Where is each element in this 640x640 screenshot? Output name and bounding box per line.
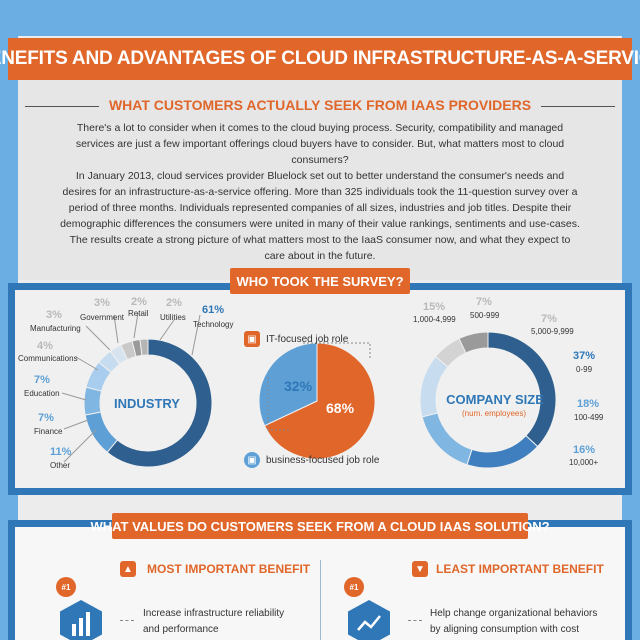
size-10000-pct: 16% — [573, 444, 596, 456]
retail-pct: 2% — [131, 296, 147, 308]
company-size-slice-0 — [487, 331, 557, 448]
size-1000-4999-pct: 15% — [423, 301, 446, 313]
size-0-99-label: 0-99 — [576, 365, 593, 374]
other-label: Other — [50, 461, 71, 470]
least-rank-badge: #1 — [344, 577, 364, 597]
government-pct: 3% — [94, 297, 110, 309]
industry-slice-2 — [83, 386, 103, 416]
thumbs-down-icon: ▼ — [412, 561, 428, 577]
intro-subtitle: WHAT CUSTOMERS ACTUALLY SEEK FROM IAAS P… — [0, 97, 640, 113]
most-important-heading: MOST IMPORTANT BENEFIT — [147, 562, 311, 576]
education-label: Education — [24, 389, 60, 398]
manufacturing-label: Manufacturing — [30, 324, 81, 333]
industry-leaders — [61, 312, 201, 463]
size-1000-4999-label: 1,000-4,999 — [413, 315, 456, 324]
size-500-999-pct: 7% — [476, 296, 492, 308]
communications-pct: 4% — [37, 340, 53, 352]
page-title: BENEFITS AND ADVANTAGES OF CLOUD INFRAST… — [0, 38, 640, 80]
business-pct: 32% — [284, 378, 313, 394]
government-label: Government — [80, 313, 125, 322]
job-role-slice-1 — [258, 342, 318, 427]
intro-section — [18, 80, 622, 280]
size-100-499-label: 100-499 — [574, 413, 604, 422]
values-title: WHAT VALUES DO CUSTOMERS SEEK FROM A CLO… — [90, 513, 550, 539]
size-0-99-pct: 37% — [573, 350, 596, 362]
divider — [24, 105, 99, 107]
industry-slice-1 — [84, 411, 119, 454]
it-pct: 68% — [326, 400, 355, 416]
company-size-slice-5 — [458, 331, 489, 354]
company-size-donut — [419, 331, 557, 469]
size-5000-9999-label: 5,000-9,999 — [531, 327, 574, 336]
company-size-slice-3 — [419, 355, 449, 418]
thumbs-up-icon: ▲ — [120, 561, 136, 577]
utilities-label: Utilities — [160, 313, 186, 322]
divider — [541, 105, 616, 107]
education-pct: 7% — [34, 374, 50, 386]
utilities-pct: 2% — [166, 297, 182, 309]
briefcase-icon: ▣ — [244, 331, 260, 347]
company-size-sublabel: (num. employees) — [462, 409, 527, 418]
industry-center-label: INDUSTRY — [114, 396, 180, 411]
technology-pct: 61% — [202, 304, 225, 316]
intro-paragraph-2: In January 2013, cloud services provider… — [60, 170, 580, 262]
divider — [320, 560, 321, 640]
survey-title: WHO TOOK THE SURVEY? — [230, 268, 410, 294]
communications-label: Communications — [18, 354, 78, 363]
industry-slice-8 — [139, 338, 149, 356]
manufacturing-pct: 3% — [46, 309, 62, 321]
industry-donut — [83, 338, 213, 468]
size-10000-label: 10,000+ — [569, 458, 599, 467]
company-size-slice-2 — [421, 412, 473, 466]
finance-label: Finance — [34, 427, 63, 436]
job-role-pie — [258, 342, 376, 460]
industry-slice-0 — [106, 338, 213, 468]
size-500-999-label: 500-999 — [470, 311, 500, 320]
least-important-heading: LEAST IMPORTANT BENEFIT — [436, 562, 604, 576]
intro-paragraph-1: There's a lot to consider when it comes … — [75, 122, 565, 166]
other-pct: 11% — [50, 446, 72, 458]
briefcase-icon: ▣ — [244, 452, 260, 468]
leader-line — [408, 620, 422, 621]
job-role-slice-0 — [263, 342, 376, 460]
it-role-label: IT-focused job role — [266, 334, 349, 345]
company-size-slice-1 — [466, 434, 539, 469]
company-size-center-label: COMPANY SIZE — [446, 392, 544, 407]
leader-line — [120, 620, 134, 621]
most-rank-badge: #1 — [56, 577, 76, 597]
least-important-text: Help change organizational behaviors by … — [430, 608, 598, 635]
size-5000-9999-pct: 7% — [541, 313, 557, 325]
most-important-text: Increase infrastructure reliability and … — [143, 608, 285, 635]
retail-label: Retail — [128, 309, 149, 318]
finance-pct: 7% — [38, 412, 54, 424]
size-100-499-pct: 18% — [577, 398, 600, 410]
leader-lines — [267, 342, 371, 431]
technology-label: Technology — [193, 320, 234, 329]
business-role-label: business-focused job role — [266, 455, 380, 466]
